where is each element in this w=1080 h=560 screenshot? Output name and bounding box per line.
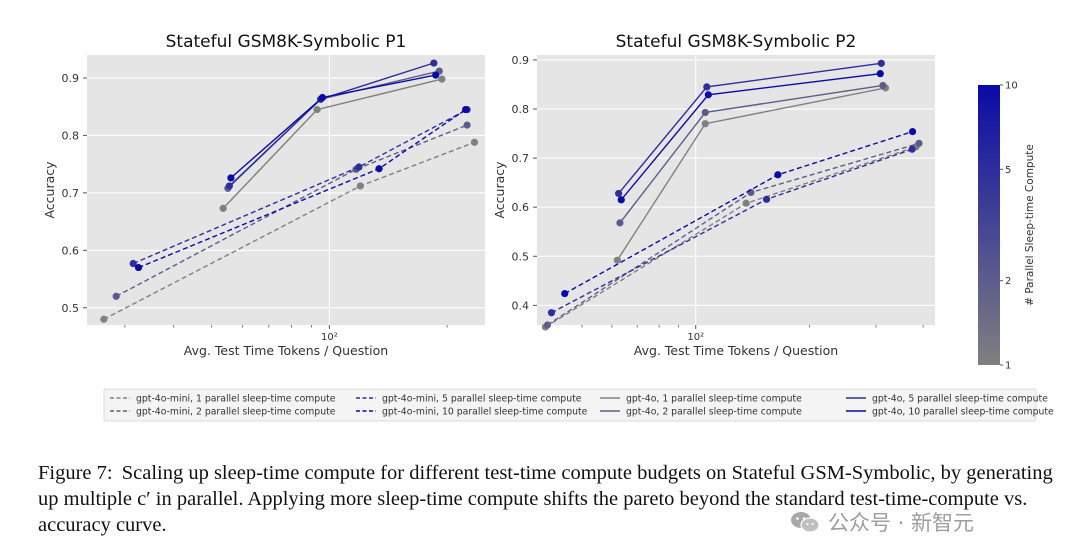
colorbar-tick-label: 1 xyxy=(1005,361,1011,372)
data-point xyxy=(879,81,887,90)
data-point xyxy=(876,70,884,78)
y-tick-label: 0.9 xyxy=(512,54,530,67)
data-point xyxy=(100,315,108,323)
y-tick-label: 0.7 xyxy=(62,187,80,200)
watermark: 公众号 · 新智元 xyxy=(790,507,974,537)
data-point xyxy=(617,196,625,204)
data-point xyxy=(318,93,327,102)
data-point xyxy=(774,171,782,179)
data-point xyxy=(134,263,143,272)
x-axis-label: Avg. Test Time Tokens / Question xyxy=(634,343,838,358)
data-point xyxy=(219,204,227,212)
legend-label: gpt-4o, 1 parallel sleep-time compute xyxy=(626,394,802,405)
data-point xyxy=(561,289,569,298)
legend-label: gpt-4o, 10 parallel sleep-time compute xyxy=(872,407,1054,418)
colorbar-tick-label: 2 xyxy=(1005,276,1011,287)
figure-charts: 0.5 0.6 0.7 0.8 0.9 10² Stateful GSM8K-Symboli… xyxy=(42,32,1054,422)
data-point xyxy=(615,189,623,198)
data-point xyxy=(227,174,235,182)
caption-text: Scaling up sleep-time compute for differ… xyxy=(38,462,1053,536)
data-point xyxy=(543,321,552,329)
plot-area xyxy=(537,55,935,325)
data-point xyxy=(432,71,440,79)
colorbar-tick-label: 10 xyxy=(1005,81,1018,92)
x-tick-label: 10² xyxy=(687,332,704,343)
data-point xyxy=(704,91,712,99)
data-point xyxy=(430,59,438,67)
data-point xyxy=(747,188,755,197)
legend-label: gpt-4o-mini, 2 parallel sleep-time compu… xyxy=(136,407,336,418)
y-tick-label: 0.8 xyxy=(512,103,530,116)
data-point xyxy=(616,219,624,227)
legend-label: gpt-4o, 2 parallel sleep-time compute xyxy=(626,407,802,418)
chart-title: Stateful GSM8K-Symbolic P1 xyxy=(166,32,407,52)
data-point xyxy=(613,256,621,264)
colorbar-tick-label: 5 xyxy=(1005,165,1011,176)
caption-lead: Figure 7: xyxy=(38,462,113,484)
legend-frame xyxy=(103,388,1037,422)
data-point xyxy=(908,127,917,136)
y-tick-label: 0.6 xyxy=(512,201,530,214)
y-axis-label: Accuracy xyxy=(42,161,57,219)
data-point xyxy=(915,139,923,147)
y-axis-label: Accuracy xyxy=(492,161,507,219)
data-point xyxy=(461,105,470,114)
data-point xyxy=(112,292,120,300)
x-axis-label: Avg. Test Time Tokens / Question xyxy=(184,343,388,358)
data-point xyxy=(703,83,711,91)
chart-p1: 0.5 0.6 0.7 0.8 0.9 10² Stateful GSM8K-Symboli… xyxy=(42,32,485,358)
data-point xyxy=(438,75,446,83)
colorbar: 1 2 5 10 # Parallel Sleep-time Compute xyxy=(978,81,1036,372)
legend-label: gpt-4o-mini, 5 parallel sleep-time compu… xyxy=(382,394,582,405)
legend-label: gpt-4o-mini, 1 parallel sleep-time compu… xyxy=(136,394,336,405)
data-point xyxy=(547,309,556,317)
legend-label: gpt-4o, 5 parallel sleep-time compute xyxy=(872,394,1048,405)
wechat-icon xyxy=(791,512,820,533)
legend: gpt-4o-mini, 1 parallel sleep-time compu… xyxy=(103,388,1054,422)
data-point xyxy=(463,121,471,129)
data-point xyxy=(762,195,771,203)
plot-area xyxy=(87,55,485,325)
data-point xyxy=(470,138,479,146)
data-point xyxy=(375,165,383,173)
watermark-text: 公众号 · 新智元 xyxy=(828,511,975,535)
x-tick-label: 10² xyxy=(321,332,338,343)
colorbar-gradient xyxy=(978,85,1000,365)
y-tick-label: 0.8 xyxy=(62,129,80,142)
data-point xyxy=(701,108,709,117)
chart-title: Stateful GSM8K-Symbolic P2 xyxy=(616,32,857,52)
y-tick-label: 0.4 xyxy=(512,299,530,312)
colorbar-label: # Parallel Sleep-time Compute xyxy=(1024,144,1036,306)
data-point xyxy=(356,182,364,190)
data-point xyxy=(908,145,916,153)
data-point xyxy=(129,259,137,268)
y-tick-label: 0.5 xyxy=(512,250,530,263)
series-line-gpt-4o-mini-5-parallel-sleep-time-compute xyxy=(132,108,468,265)
figure-caption: Figure 7: Scaling up sleep-time compute … xyxy=(38,460,1058,538)
data-point xyxy=(313,105,321,114)
y-tick-label: 0.6 xyxy=(62,244,80,257)
series-line-gpt-4o-mini-2-parallel-sleep-time-compute xyxy=(115,124,468,297)
y-tick-label: 0.5 xyxy=(62,302,80,315)
legend-label: gpt-4o-mini, 10 parallel sleep-time comp… xyxy=(382,407,588,418)
data-point xyxy=(355,163,363,171)
data-point xyxy=(877,59,885,67)
chart-p2: 0.4 0.5 0.6 0.7 0.8 0.9 10² Stateful GSM8K-Symb… xyxy=(492,32,935,358)
data-point xyxy=(225,182,233,190)
y-tick-label: 0.7 xyxy=(512,152,530,165)
data-point xyxy=(742,199,750,207)
data-point xyxy=(701,120,709,128)
y-tick-label: 0.9 xyxy=(62,72,80,85)
